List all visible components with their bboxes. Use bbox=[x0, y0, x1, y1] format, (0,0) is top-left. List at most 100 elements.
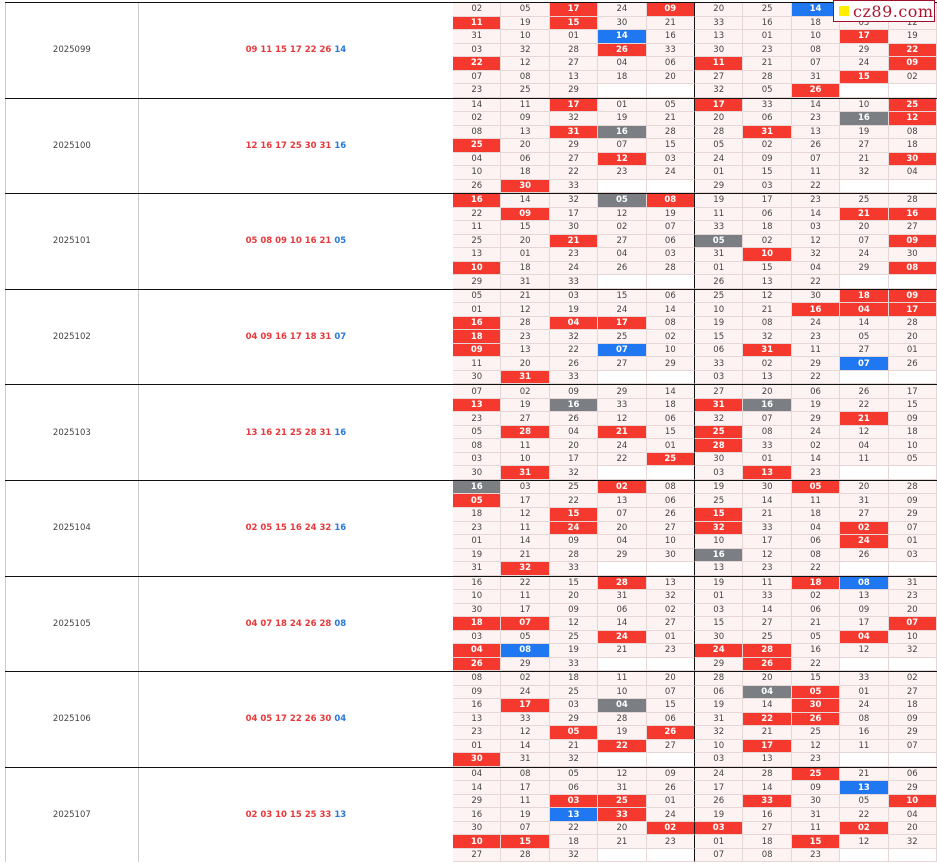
grid-cell: 04 bbox=[598, 57, 647, 71]
grid-cell: 10 bbox=[646, 535, 696, 549]
grid-cell: 30 bbox=[453, 370, 502, 385]
grid-cell: 18 bbox=[549, 672, 599, 686]
red-balls: 04 05 17 22 26 30 bbox=[245, 714, 332, 725]
grid-cell: 26 bbox=[840, 548, 889, 563]
grid-cell: 17 bbox=[501, 781, 550, 795]
red-hit-cell: 31 bbox=[501, 370, 550, 385]
grid-cell: 11 bbox=[840, 739, 889, 754]
grid-cell: 08 bbox=[743, 316, 792, 331]
grid-cell: 12 bbox=[598, 207, 647, 222]
red-hit-cell: 03 bbox=[695, 821, 744, 836]
grid-cell: 05 bbox=[888, 452, 937, 467]
grid-cell: 21 bbox=[743, 303, 792, 317]
grid-cell: 21 bbox=[743, 57, 792, 71]
grid-cell: 18 bbox=[888, 139, 937, 153]
grid-cell: 20 bbox=[549, 590, 599, 604]
grid-cell: 08 bbox=[501, 767, 550, 782]
grid-cell: 30 bbox=[695, 43, 744, 58]
repeat-hit-cell: 16 bbox=[453, 480, 502, 495]
grid-cell: 17 bbox=[695, 781, 744, 795]
grid-cell: 27 bbox=[501, 412, 550, 426]
grid-cell: 10 bbox=[646, 343, 696, 358]
grid-cell: 26 bbox=[598, 261, 647, 276]
red-hit-cell: 31 bbox=[695, 398, 744, 413]
grid-cell: 16 bbox=[743, 16, 792, 31]
grid-cell: 07 bbox=[888, 739, 937, 754]
number-grid: 07 02 09 29 14 27 20 06 26 17 13 19 16 33 18 31 16 19 22 15… bbox=[453, 385, 937, 480]
grid-cell: 18 bbox=[598, 70, 647, 85]
red-hit-cell: 10 bbox=[888, 794, 937, 809]
grid-cell: 15 bbox=[646, 699, 696, 713]
red-hit-cell: 15 bbox=[501, 835, 550, 849]
grid-cell: 07 bbox=[840, 234, 889, 249]
grid-cell: 27 bbox=[549, 57, 599, 71]
red-hit-cell: 17 bbox=[888, 303, 937, 317]
grid-cell: 04 bbox=[549, 425, 599, 440]
grid-cell: 01 bbox=[695, 835, 744, 849]
grid-cell: 12 bbox=[743, 289, 792, 304]
grid-cell: 31 bbox=[501, 275, 550, 289]
red-hit-cell: 15 bbox=[549, 507, 599, 522]
blue-hit-cell: 13 bbox=[840, 781, 889, 795]
grid-cell: 24 bbox=[646, 166, 696, 180]
grid-cell: 12 bbox=[840, 835, 889, 849]
issue-number: 2025099 bbox=[5, 3, 139, 98]
grid-cell: 30 bbox=[695, 630, 744, 645]
blue-hit-cell: 07 bbox=[840, 357, 889, 371]
red-hit-cell: 28 bbox=[598, 576, 647, 591]
red-hit-cell: 08 bbox=[888, 261, 937, 276]
grid-cell: 21 bbox=[743, 726, 792, 740]
grid-cell bbox=[598, 370, 647, 385]
grid-cell: 18 bbox=[743, 221, 792, 235]
grid-cell: 33 bbox=[743, 521, 792, 536]
grid-cell: 23 bbox=[453, 84, 502, 98]
grid-cell: 29 bbox=[791, 412, 841, 426]
red-hit-cell: 02 bbox=[840, 821, 889, 836]
red-hit-cell: 15 bbox=[549, 16, 599, 31]
grid-cell: 30 bbox=[646, 548, 696, 563]
grid-cell: 32 bbox=[695, 84, 744, 98]
grid-cell: 14 bbox=[743, 781, 792, 795]
grid-cell: 20 bbox=[743, 672, 792, 686]
grid-cell: 28 bbox=[646, 125, 696, 140]
grid-cell: 01 bbox=[743, 452, 792, 467]
red-hit-cell: 09 bbox=[888, 234, 937, 249]
grid-cell: 12 bbox=[501, 507, 550, 522]
red-hit-cell: 24 bbox=[598, 630, 647, 645]
grid-cell: 09 bbox=[549, 385, 599, 399]
grid-cell: 15 bbox=[791, 672, 841, 686]
grid-cell: 17 bbox=[549, 452, 599, 467]
red-hit-cell: 03 bbox=[549, 794, 599, 809]
red-hit-cell: 32 bbox=[695, 521, 744, 536]
grid-cell: 23 bbox=[743, 43, 792, 58]
grid-cell: 18 bbox=[501, 261, 550, 276]
number-grid: 16 03 25 02 08 19 30 05 20 28 05 17 22 13 06 25 14 11 31 09… bbox=[453, 480, 937, 576]
grid-cell: 23 bbox=[453, 726, 502, 740]
grid-cell bbox=[840, 275, 889, 289]
grid-cell: 29 bbox=[840, 43, 889, 58]
red-hit-cell: 07 bbox=[888, 617, 937, 631]
grid-cell: 03 bbox=[453, 452, 502, 467]
grid-cell: 13 bbox=[743, 370, 792, 385]
grid-cell: 28 bbox=[549, 548, 599, 563]
grid-cell: 07 bbox=[646, 221, 696, 235]
grid-cell: 11 bbox=[501, 98, 550, 113]
grid-cell: 06 bbox=[646, 412, 696, 426]
grid-cell: 25 bbox=[695, 289, 744, 304]
watermark-text: cz89.com bbox=[853, 1, 934, 21]
grid-cell: 32 bbox=[840, 166, 889, 180]
grid-cell: 10 bbox=[888, 630, 937, 645]
grid-cell: 22 bbox=[549, 166, 599, 180]
grid-cell: 21 bbox=[791, 617, 841, 631]
red-hit-cell: 09 bbox=[888, 57, 937, 71]
draw-numbers: 04 07 18 24 26 28 08 bbox=[139, 577, 453, 672]
grid-cell: 03 bbox=[888, 548, 937, 563]
grid-cell: 19 bbox=[646, 207, 696, 222]
grid-cell: 10 bbox=[888, 439, 937, 453]
grid-cell: 32 bbox=[501, 43, 550, 58]
grid-cell: 19 bbox=[695, 699, 744, 713]
grid-cell: 22 bbox=[791, 179, 841, 194]
red-hit-cell: 04 bbox=[840, 303, 889, 317]
grid-cell: 25 bbox=[549, 630, 599, 645]
draw-row: 2025100 12 16 17 25 30 31 16 14 11 17 01 05 17 33… bbox=[5, 97, 937, 194]
